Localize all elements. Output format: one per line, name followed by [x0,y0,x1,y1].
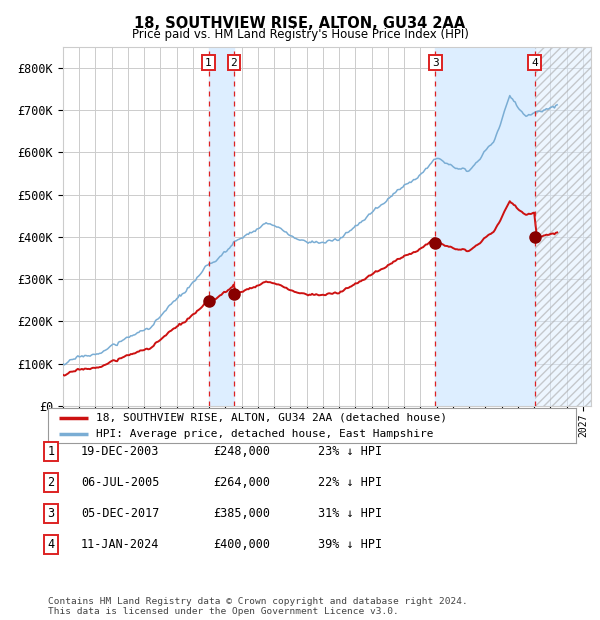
Text: HPI: Average price, detached house, East Hampshire: HPI: Average price, detached house, East… [95,430,433,440]
Text: 2: 2 [230,58,237,68]
Text: 39% ↓ HPI: 39% ↓ HPI [318,538,382,551]
Text: 3: 3 [47,507,55,520]
Text: 2: 2 [47,476,55,489]
Text: This data is licensed under the Open Government Licence v3.0.: This data is licensed under the Open Gov… [48,608,399,616]
Bar [436,46,535,406]
Text: 23% ↓ HPI: 23% ↓ HPI [318,445,382,458]
Text: 1: 1 [205,58,212,68]
Text: 31% ↓ HPI: 31% ↓ HPI [318,507,382,520]
Text: Price paid vs. HM Land Registry's House Price Index (HPI): Price paid vs. HM Land Registry's House … [131,28,469,41]
Text: 11-JAN-2024: 11-JAN-2024 [81,538,160,551]
Text: £264,000: £264,000 [213,476,270,489]
Text: 4: 4 [47,538,55,551]
Text: 1: 1 [47,445,55,458]
Text: 18, SOUTHVIEW RISE, ALTON, GU34 2AA: 18, SOUTHVIEW RISE, ALTON, GU34 2AA [134,16,466,30]
Text: 05-DEC-2017: 05-DEC-2017 [81,507,160,520]
Text: £400,000: £400,000 [213,538,270,551]
Text: 3: 3 [432,58,439,68]
Text: 06-JUL-2005: 06-JUL-2005 [81,476,160,489]
Text: £248,000: £248,000 [213,445,270,458]
Text: 4: 4 [531,58,538,68]
Text: 22% ↓ HPI: 22% ↓ HPI [318,476,382,489]
Bar [535,46,591,406]
Bar [209,46,234,406]
Text: £385,000: £385,000 [213,507,270,520]
Bar [535,46,591,406]
Text: 19-DEC-2003: 19-DEC-2003 [81,445,160,458]
Text: 18, SOUTHVIEW RISE, ALTON, GU34 2AA (detached house): 18, SOUTHVIEW RISE, ALTON, GU34 2AA (det… [95,412,446,422]
Text: Contains HM Land Registry data © Crown copyright and database right 2024.: Contains HM Land Registry data © Crown c… [48,597,468,606]
